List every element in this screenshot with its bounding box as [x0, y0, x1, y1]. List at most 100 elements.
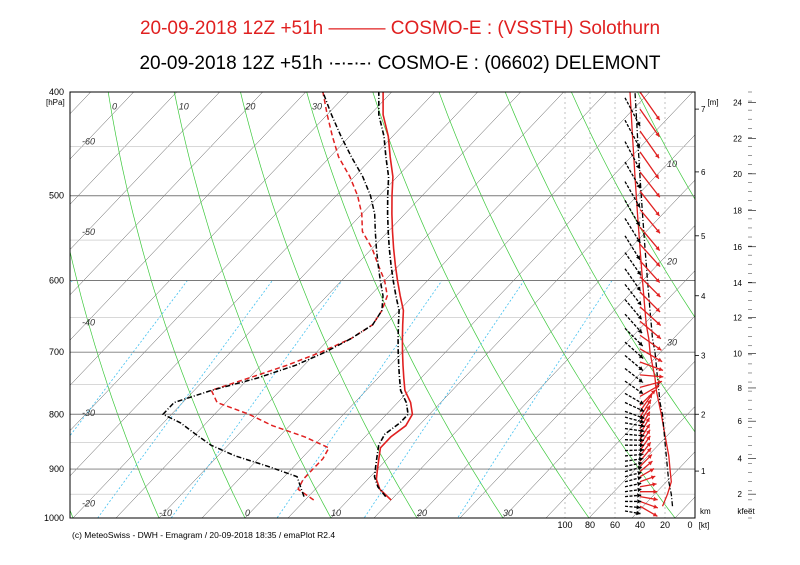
height-km-label: 2 — [701, 410, 706, 419]
wind-arrow-solothurn — [639, 291, 661, 313]
isotherm-line — [761, 92, 800, 518]
wind-arrow-delemont — [624, 341, 644, 359]
isotherm-line — [416, 225, 695, 518]
isotherm-line — [502, 315, 695, 518]
pressure-tick-label: 1000 — [44, 513, 64, 523]
wind-arrow-solothurn — [639, 209, 661, 234]
wind-arrow-solothurn — [639, 320, 662, 340]
wind-arrow-solothurn — [639, 226, 661, 252]
plot-frame — [69, 91, 696, 519]
dry-adiabat-line — [372, 92, 590, 518]
speed-profile-label: 10 — [667, 159, 677, 169]
isotherm-line — [115, 92, 521, 518]
isotherm-label: -60 — [82, 136, 95, 146]
height-kfeet-label: 2 — [738, 490, 743, 499]
mixing-ratio-line — [70, 280, 188, 437]
isotherm-line — [0, 92, 48, 518]
mixing-ratio-line — [170, 280, 343, 518]
isotherm-label: -20 — [82, 499, 95, 509]
wind-arrow-solothurn — [639, 460, 653, 473]
wind-arrow-delemont — [624, 416, 645, 424]
wind-arrow-delemont — [624, 218, 641, 244]
height-km-label: 3 — [701, 351, 706, 360]
pressure-tick-label: 800 — [49, 409, 64, 419]
height-axis-unit-label: [m] — [707, 98, 718, 107]
height-km-label: 4 — [701, 292, 706, 301]
isotherm-label: -40 — [82, 317, 95, 327]
wind-arrow-solothurn — [639, 482, 657, 488]
chart-title-delemont: 20-09-2018 12Z +51h ·-·-·-· COSMO-E : (0… — [139, 53, 661, 74]
wind-arrow-delemont — [624, 457, 644, 462]
isotherm-lines — [0, 92, 800, 518]
isotherm-label: 0 — [245, 508, 250, 518]
wind-arrow-solothurn — [639, 306, 662, 326]
wind-speed-tick-label: 100 — [557, 520, 572, 530]
height-kfeet-label: 22 — [733, 134, 742, 143]
wind-arrow-solothurn — [639, 374, 664, 379]
wind-speed-tick-label: 60 — [610, 520, 620, 530]
isotherm-label: -10 — [159, 508, 172, 518]
mixing-ratio-line — [457, 280, 613, 518]
wind-arrow-delemont — [624, 510, 641, 516]
isotherm-line — [158, 92, 564, 518]
wind-arrow-delemont — [624, 452, 644, 457]
isotherm-line — [70, 92, 91, 115]
temperature-line-delemont — [373, 92, 409, 498]
height-km-label: 5 — [701, 232, 706, 241]
isotherm-line — [718, 92, 800, 518]
wind-speed-tick-label: 20 — [660, 520, 670, 530]
wind-arrow-delemont — [624, 367, 644, 384]
wind-arrow-delemont — [624, 313, 643, 334]
wind-arrow-delemont — [624, 181, 641, 208]
wind-arrow-delemont — [624, 380, 644, 395]
axis-labels: [hPa]4005006007008009001000-60-50-40-30-… — [44, 87, 709, 530]
dry-adiabat-line — [571, 92, 695, 319]
wind-arrow-solothurn — [639, 505, 658, 517]
wind-arrow-delemont — [624, 433, 645, 438]
dry-adiabat-lines — [70, 92, 695, 518]
isotherm-label: 30 — [503, 508, 513, 518]
pressure-tick-label: 500 — [49, 191, 64, 201]
dry-adiabat-line — [107, 92, 246, 518]
speed-profile-label: 30 — [667, 337, 677, 347]
wind-speed-profiles — [629, 92, 674, 507]
isotherm-line — [70, 92, 220, 250]
wind-arrow-solothurn — [639, 243, 661, 267]
height-kfeet-label: 8 — [738, 384, 743, 393]
wind-arrow-delemont — [624, 268, 642, 292]
isotherm-line — [373, 179, 695, 518]
wind-speed-profile-delemont — [634, 92, 674, 507]
wind-arrow-solothurn — [639, 151, 660, 180]
pressure-tick-label: 600 — [49, 276, 64, 286]
isotherm-line — [459, 270, 695, 518]
isotherm-line — [588, 406, 695, 518]
wind-arrow-solothurn — [639, 384, 660, 398]
wind-arrow-delemont — [624, 119, 641, 149]
isotherm-line — [545, 360, 695, 518]
wind-arrow-solothurn — [639, 500, 659, 509]
wind-speed-tick-label: 0 — [687, 520, 692, 530]
wind-arrow-delemont — [624, 461, 643, 468]
dry-adiabat-label: 0 — [112, 101, 117, 111]
mixing-ratio-line — [97, 280, 273, 518]
isotherm-line — [70, 92, 306, 341]
wind-arrow-delemont — [624, 283, 642, 306]
wind-arrow-delemont — [624, 422, 645, 428]
wind-arrow-delemont — [624, 252, 642, 276]
temperature-dewpoint-profiles — [161, 92, 414, 501]
wind-arrow-solothurn — [639, 468, 655, 478]
isotherm-label: -30 — [82, 408, 95, 418]
height-kfeet-label: 14 — [733, 279, 742, 288]
wind-arrow-delemont — [624, 447, 645, 453]
wind-arrow-solothurn — [639, 495, 658, 502]
wind-speed-profile-solothurn — [629, 92, 672, 507]
dry-adiabat-line — [637, 92, 695, 200]
wind-speed-tick-label: 40 — [635, 520, 645, 530]
wind-arrow-delemont — [624, 465, 643, 473]
wind-arrow-solothurn — [639, 399, 652, 418]
wind-arrow-solothurn — [639, 435, 651, 451]
height-kfeet-label: 18 — [733, 206, 742, 215]
wind-arrow-delemont — [624, 235, 641, 261]
isotherm-line — [70, 92, 392, 431]
